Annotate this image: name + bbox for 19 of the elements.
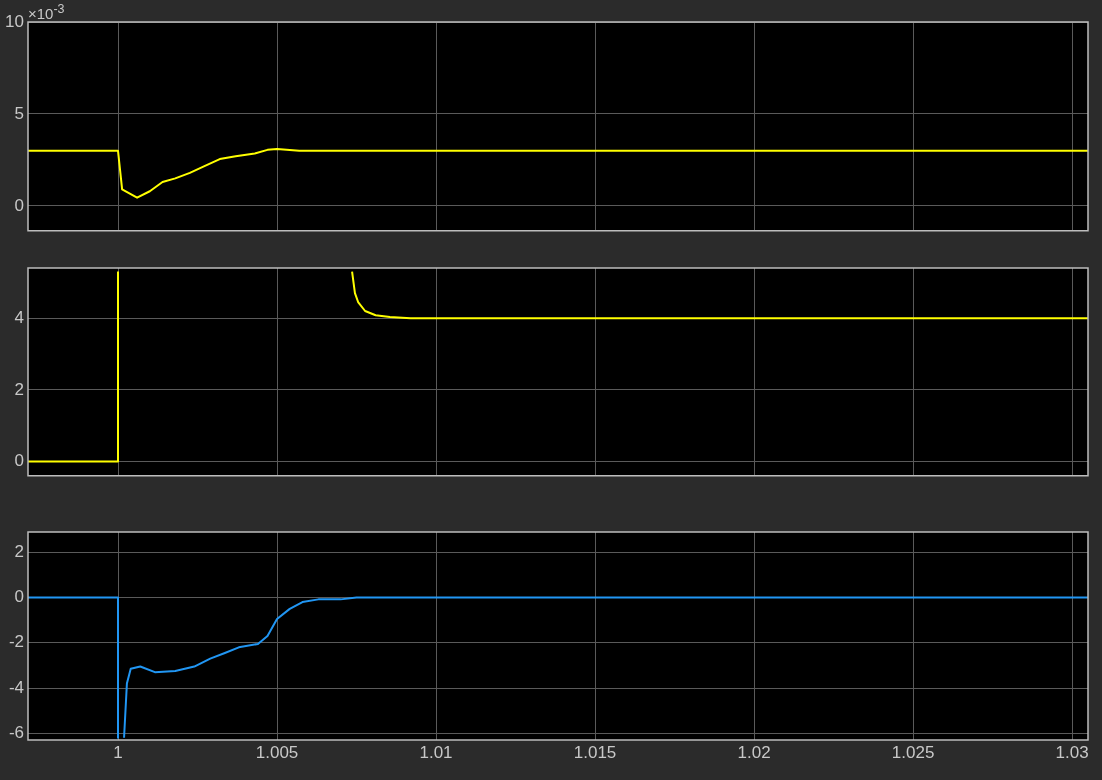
x-tick-label: 1.01 (419, 742, 453, 762)
y-tick-label: 4 (14, 307, 24, 327)
y-tick-label: 0 (14, 195, 24, 215)
x-tick-label: 1.02 (737, 742, 771, 762)
x-tick-label: 1.005 (255, 742, 299, 762)
y-tick-label: 10 (5, 11, 24, 31)
y-tick-label: -4 (8, 677, 24, 697)
y-tick-label: 0 (14, 451, 24, 471)
y-tick-label: -2 (8, 632, 24, 652)
y-tick-label: -6 (8, 722, 24, 742)
y-tick-label: 0 (14, 587, 24, 607)
y-tick-label: 5 (14, 103, 24, 123)
x-tick-label: 1.015 (573, 742, 617, 762)
y-tick-label: 2 (14, 379, 24, 399)
x-tick-label: 1.025 (891, 742, 935, 762)
y-tick-label: 2 (14, 542, 24, 562)
x-tick-label: 1 (113, 742, 123, 762)
text: ×10$^{-3}$ (28, 1, 65, 23)
x-tick-label: 1.03 (1055, 742, 1089, 762)
